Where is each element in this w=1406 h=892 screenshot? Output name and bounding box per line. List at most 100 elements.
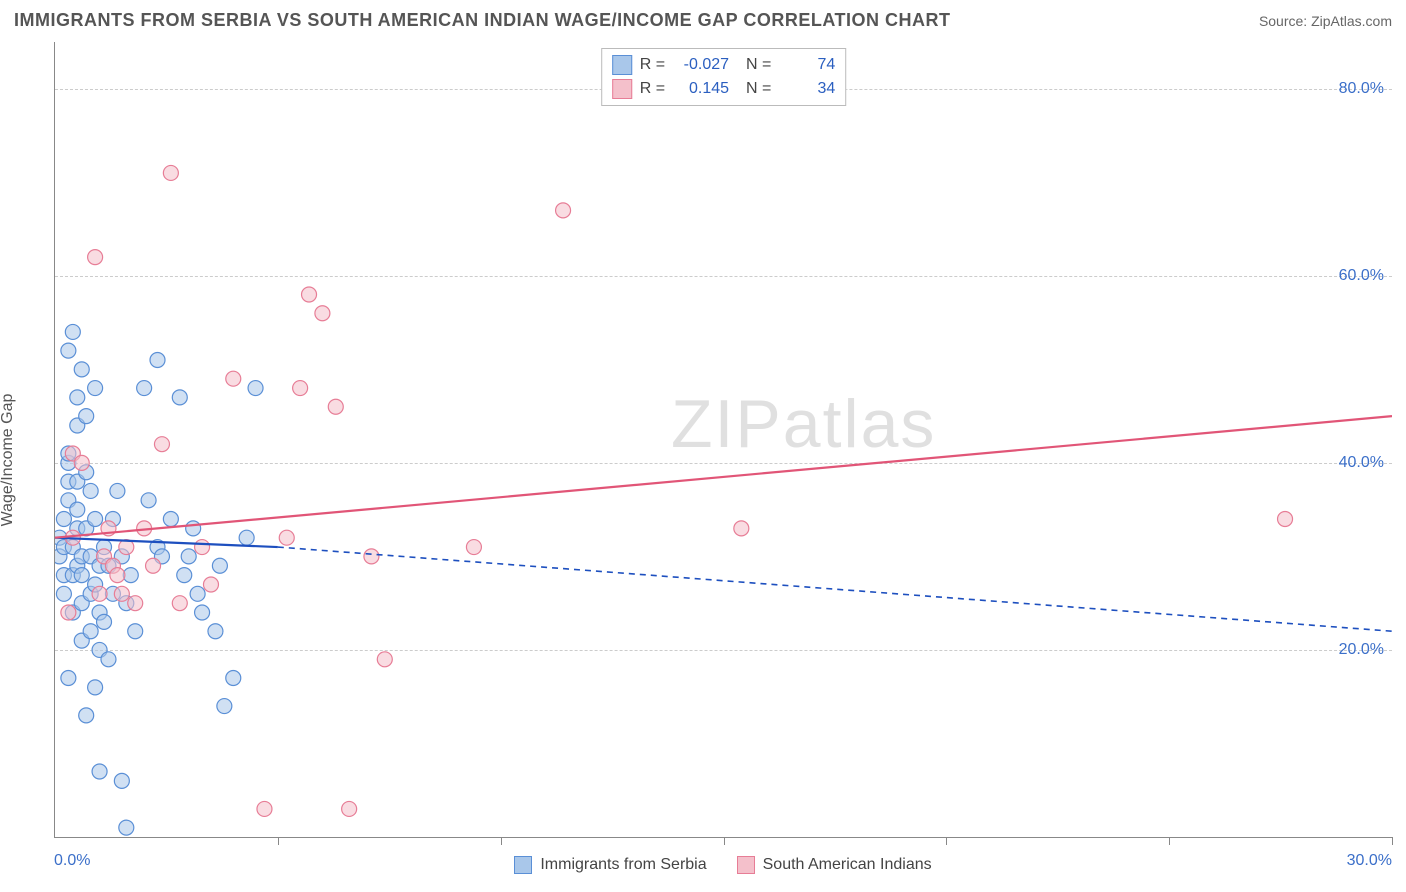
data-point-sai [61,605,76,620]
legend-label-serbia: Immigrants from Serbia [540,856,706,874]
x-tick [501,837,502,845]
data-point-serbia [137,381,152,396]
scatter-svg [55,42,1392,837]
data-point-sai [128,596,143,611]
data-point-sai [466,540,481,555]
swatch-serbia [612,55,632,75]
data-point-sai [734,521,749,536]
data-point-serbia [212,558,227,573]
data-point-serbia [61,671,76,686]
legend-label-sai: South American Indians [763,856,932,874]
source-attribution: Source: ZipAtlas.com [1259,13,1392,29]
data-point-sai [114,586,129,601]
data-point-serbia [163,512,178,527]
data-point-sai [364,549,379,564]
data-point-sai [172,596,187,611]
data-point-sai [195,540,210,555]
data-point-sai [226,371,241,386]
y-axis-label: Wage/Income Gap [0,394,17,527]
data-point-serbia [226,671,241,686]
data-point-sai [88,250,103,265]
data-point-serbia [65,324,80,339]
chart-container: Wage/Income Gap R = -0.027 N = 74 R = 0.… [14,42,1392,878]
data-point-serbia [56,586,71,601]
data-point-serbia [88,680,103,695]
data-point-serbia [217,699,232,714]
data-point-serbia [61,343,76,358]
stats-legend-row-serbia: R = -0.027 N = 74 [612,53,836,77]
trend-line-sai [55,416,1392,538]
data-point-serbia [70,502,85,517]
stats-legend: R = -0.027 N = 74 R = 0.145 N = 34 [601,48,847,106]
legend-item-sai: South American Indians [737,856,932,874]
legend-item-serbia: Immigrants from Serbia [514,856,706,874]
data-point-sai [556,203,571,218]
swatch-sai [737,856,755,874]
data-point-serbia [74,568,89,583]
data-point-serbia [114,773,129,788]
data-point-sai [377,652,392,667]
data-point-sai [74,455,89,470]
data-point-sai [257,801,272,816]
data-point-serbia [74,362,89,377]
x-tick [1169,837,1170,845]
data-point-serbia [150,353,165,368]
data-point-serbia [128,624,143,639]
data-point-serbia [83,483,98,498]
data-point-serbia [97,614,112,629]
plot-area: R = -0.027 N = 74 R = 0.145 N = 34 ZIPat… [54,42,1392,838]
n-value-sai: 34 [779,77,835,101]
data-point-serbia [208,624,223,639]
n-value-serbia: 74 [779,53,835,77]
data-point-serbia [79,409,94,424]
data-point-serbia [123,568,138,583]
data-point-sai [92,586,107,601]
data-point-serbia [101,652,116,667]
x-tick [724,837,725,845]
data-point-serbia [177,568,192,583]
stats-legend-row-sai: R = 0.145 N = 34 [612,77,836,101]
data-point-sai [163,165,178,180]
n-label: N = [737,77,771,101]
chart-title: IMMIGRANTS FROM SERBIA VS SOUTH AMERICAN… [14,10,951,31]
x-tick [1392,837,1393,845]
data-point-sai [302,287,317,302]
data-point-serbia [239,530,254,545]
x-tick [946,837,947,845]
data-point-serbia [181,549,196,564]
data-point-serbia [186,521,201,536]
data-point-sai [110,568,125,583]
data-point-serbia [70,390,85,405]
r-label: R = [640,53,665,77]
data-point-serbia [172,390,187,405]
swatch-sai [612,79,632,99]
data-point-sai [146,558,161,573]
data-point-sai [1278,512,1293,527]
data-point-sai [203,577,218,592]
data-point-serbia [92,764,107,779]
r-label: R = [640,77,665,101]
data-point-serbia [83,624,98,639]
data-point-serbia [119,820,134,835]
data-point-serbia [248,381,263,396]
data-point-sai [293,381,308,396]
data-point-serbia [56,512,71,527]
x-tick [278,837,279,845]
data-point-serbia [195,605,210,620]
data-point-sai [315,306,330,321]
data-point-serbia [88,512,103,527]
r-value-serbia: -0.027 [673,53,729,77]
data-point-serbia [88,381,103,396]
trend-extrapolation-serbia [278,547,1392,631]
data-point-serbia [190,586,205,601]
r-value-sai: 0.145 [673,77,729,101]
data-point-sai [342,801,357,816]
data-point-serbia [79,708,94,723]
series-legend: Immigrants from Serbia South American In… [54,856,1392,874]
data-point-sai [279,530,294,545]
data-point-serbia [110,483,125,498]
swatch-serbia [514,856,532,874]
n-label: N = [737,53,771,77]
data-point-sai [328,399,343,414]
data-point-sai [154,437,169,452]
